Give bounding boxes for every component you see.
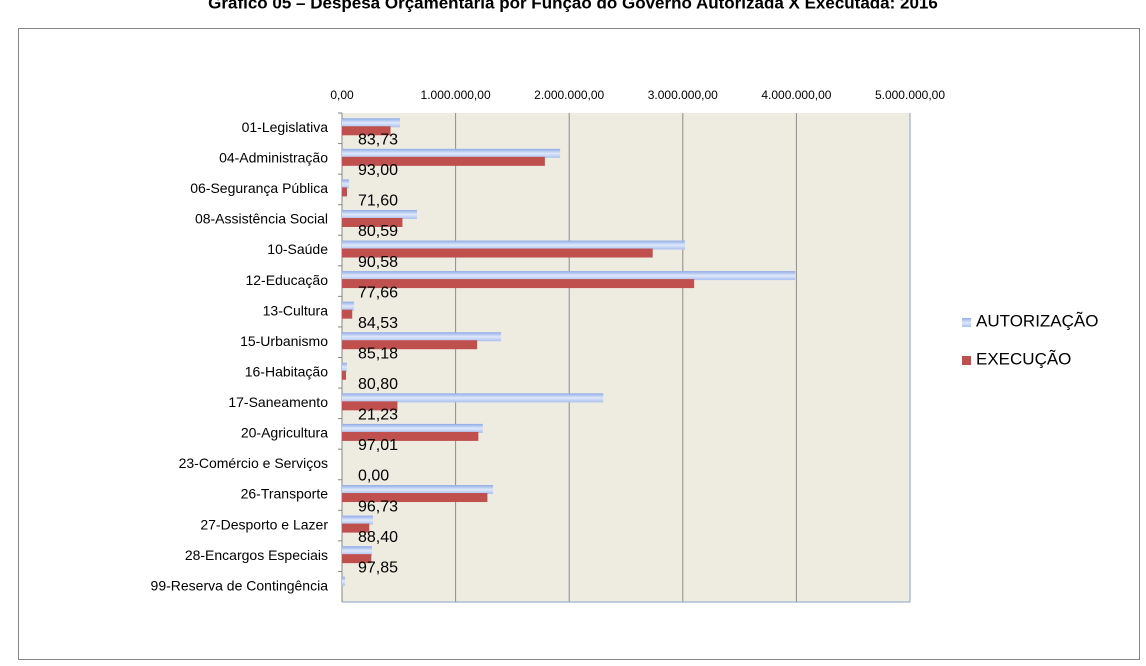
bar (342, 309, 353, 319)
data-label: 0,00 (358, 468, 389, 485)
data-label: 88,40 (358, 529, 398, 546)
bar (342, 248, 653, 258)
bar (342, 370, 346, 380)
bar (342, 546, 372, 556)
y-tick-label: 12-Educação (245, 272, 328, 288)
bar (342, 301, 355, 311)
bar (342, 423, 483, 433)
y-tick-label: 06-Segurança Pública (190, 180, 328, 196)
plot-area (342, 113, 910, 602)
data-label: 97,85 (358, 559, 398, 576)
bar (342, 156, 545, 166)
bar (342, 271, 796, 281)
x-tick-label: 5.000.000,00 (875, 88, 945, 102)
y-tick-label: 15-Urbanismo (240, 333, 328, 349)
data-label: 80,59 (358, 223, 398, 240)
bar (342, 279, 695, 289)
x-tick-label: 3.000.000,00 (648, 88, 718, 102)
bar (342, 240, 686, 250)
bar (342, 554, 372, 564)
bar (342, 126, 391, 136)
bar (342, 340, 478, 350)
bar (342, 523, 370, 533)
bar (342, 187, 347, 197)
y-tick-label: 26-Transporte (241, 486, 329, 502)
data-label: 90,58 (358, 254, 398, 271)
bar (342, 209, 417, 219)
y-tick-label: 04-Administração (219, 150, 328, 166)
data-label: 21,23 (358, 407, 398, 424)
y-tick-label: 01-Legislativa (242, 119, 329, 135)
bar (342, 576, 345, 586)
bar (342, 393, 604, 403)
bar (342, 332, 502, 342)
legend-swatch (962, 318, 971, 327)
y-tick-label: 23-Comércio e Serviços (179, 455, 328, 471)
bar (342, 431, 479, 441)
legend-label: EXECUÇÃO (976, 349, 1071, 368)
bar (342, 362, 347, 372)
x-tick-label: 0,00 (330, 88, 354, 102)
y-tick-label: 13-Cultura (263, 302, 329, 318)
y-tick-label: 99-Reserva de Contingência (151, 577, 329, 593)
data-label: 93,00 (358, 162, 398, 179)
y-tick-label: 17-Saneamento (228, 394, 328, 410)
y-tick-label: 28-Encargos Especiais (185, 547, 328, 563)
bar (342, 401, 398, 411)
data-label: 83,73 (358, 132, 398, 149)
data-label: 71,60 (358, 193, 398, 210)
y-tick-label: 16-Habitação (245, 363, 328, 379)
data-label: 85,18 (358, 345, 398, 362)
y-tick-label: 10-Saúde (267, 241, 328, 257)
y-tick-label: 08-Assistência Social (195, 211, 328, 227)
legend-label: AUTORIZAÇÃO (976, 311, 1098, 330)
x-tick-label: 2.000.000,00 (534, 88, 604, 102)
data-label: 97,01 (358, 437, 398, 454)
legend-swatch (962, 356, 971, 365)
y-tick-label: 20-Agricultura (241, 425, 328, 441)
bar (342, 118, 400, 128)
bar (342, 493, 488, 503)
bar (342, 485, 494, 495)
data-label: 84,53 (358, 315, 398, 332)
y-tick-label: 27-Desporto e Lazer (200, 516, 328, 532)
x-tick-label: 1.000.000,00 (421, 88, 491, 102)
data-label: 80,80 (358, 376, 398, 393)
bar (342, 179, 350, 189)
bar (342, 515, 374, 525)
bar (342, 217, 403, 227)
x-tick-label: 4.000.000,00 (761, 88, 831, 102)
data-label: 96,73 (358, 498, 398, 515)
chart-title: Gráfico 05 – Despesa Orçamentária por Fu… (208, 0, 938, 12)
bar (342, 148, 561, 158)
data-label: 77,66 (358, 284, 398, 301)
